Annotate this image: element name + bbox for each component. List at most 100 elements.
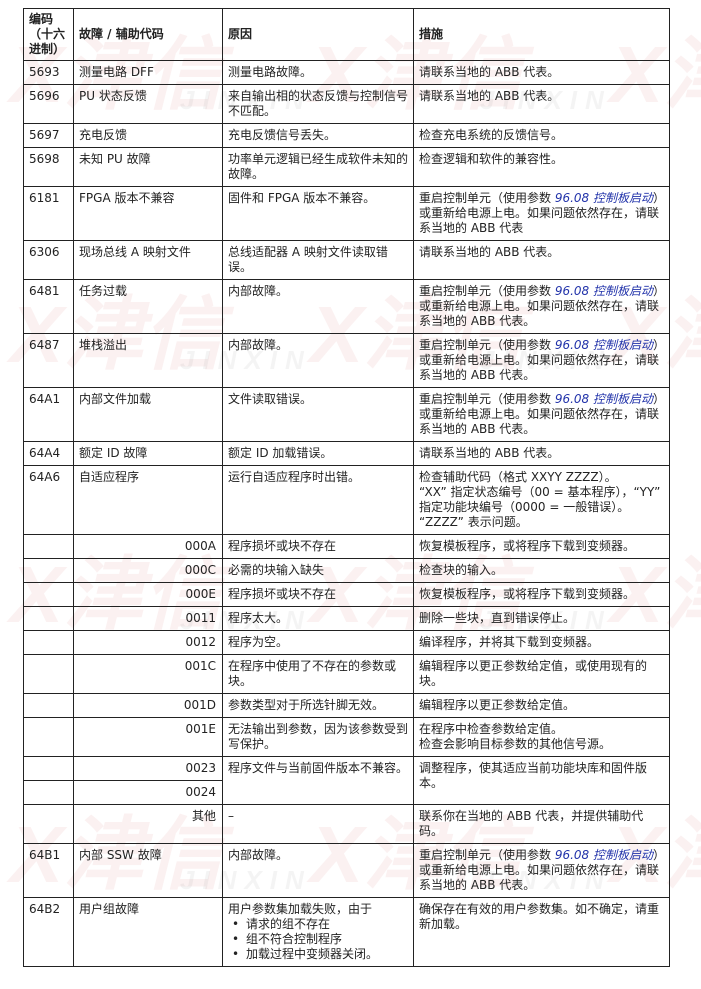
parameter-link[interactable]: 96.08 控制板启动 [554,338,653,352]
code-cell [23,582,74,607]
action-text: ）或重新给电源上电。如果问题依然存在，请联系当地的 ABB 代表。 [419,284,660,328]
parameter-link[interactable]: 96.08 控制板启动 [554,392,653,406]
cause-cell: 参数类型对于所选针脚无效。 [222,693,414,718]
table-row: 001C 在程序中使用了不存在的参数或块。 编辑程序以更正参数给定值，或使用现有的块… [23,654,670,694]
cause-cell: 内部故障。 [222,843,414,898]
code-cell: 64A1 [23,387,74,442]
fault-cell: 任务过载 [73,279,223,334]
parameter-link[interactable]: 96.08 控制板启动 [554,848,653,862]
cause-cell: 程序文件与当前固件版本不兼容。 [222,756,414,805]
cause-cell: 测量电路故障。 [222,60,414,85]
text-line: 检查会影响目标参数的其他信号源。 [419,737,612,751]
fault-cell: 未知 PU 故障 [73,147,223,187]
code-cell [23,558,74,583]
fault-cell: 用户组故障 [73,897,223,967]
aux-code-cell: 0012 [73,630,223,655]
code-cell: 6481 [23,279,74,334]
cause-text: 用户参数集加载失败，由于 [228,902,373,916]
aux-code-cell: 001D [73,693,223,718]
fault-cell: FPGA 版本不兼容 [73,186,223,241]
cause-cell: 固件和 FPGA 版本不兼容。 [222,186,414,241]
cause-cell: 来自输出相的状态反馈与控制信号不匹配。 [222,84,414,124]
header-action: 措施 [413,8,670,61]
table-row: 0023 程序文件与当前固件版本不兼容。 调整程序，使其适应当前功能块库和固件版本。 [23,756,670,805]
table-row: 64B1 内部 SSW 故障 内部故障。 重启控制单元（使用参数 96.08 控制板启… [23,843,670,898]
action-cell: 请联系当地的 ABB 代表。 [413,84,670,124]
table-row: 6487 堆栈溢出 内部故障。 重启控制单元（使用参数 96.08 控制板启动）或重新… [23,333,670,388]
table-row: 0024 [23,780,670,805]
cause-cell: 用户参数集加载失败，由于请求的组不存在组不符合控制程序加载过程中变频器关闭。 [222,897,414,967]
table-row: 其他 – 联系你在当地的 ABB 代表，并提供辅助代码。 [23,804,670,844]
fault-cell: 额定 ID 故障 [73,441,223,466]
action-cell: 检查逻辑和软件的兼容性。 [413,147,670,187]
table-row: 5697 充电反馈 充电反馈信号丢失。 检查充电系统的反馈信号。 [23,123,670,148]
table-row: 001D 参数类型对于所选针脚无效。 编辑程序以更正参数给定值。 [23,693,670,718]
table-row: 000E 程序损坏或块不存在 恢复模板程序，或将程序下载到变频器。 [23,582,670,607]
cause-cell: 运行自适应程序时出错。 [222,465,414,535]
action-cell: 检查块的输入。 [413,558,670,583]
table-row: 6181 FPGA 版本不兼容 固件和 FPGA 版本不兼容。 重启控制单元（使用参数… [23,186,670,241]
action-cell: 调整程序，使其适应当前功能块库和固件版本。 [413,756,670,805]
code-cell: 5697 [23,123,74,148]
code-cell: 5698 [23,147,74,187]
cause-cell: 文件读取错误。 [222,387,414,442]
code-cell: 64A4 [23,441,74,466]
code-cell: 6306 [23,240,74,280]
code-cell [23,756,74,781]
cause-cell: 程序损坏或块不存在 [222,582,414,607]
action-text: 重启控制单元（使用参数 [419,848,555,862]
header-cause: 原因 [222,8,414,61]
text-line: 在程序中检查参数给定值。 [419,722,564,736]
action-cell: 恢复模板程序，或将程序下载到变频器。 [413,534,670,559]
header-code: 编码（十六进制） [23,8,74,61]
cause-cell: 必需的块输入缺失 [222,558,414,583]
code-cell [23,654,74,694]
action-text: ）或重新给电源上电。如果问题依然存在，请联系当地的 ABB 代表。 [419,338,660,382]
table-header-row: 编码（十六进制） 故障 / 辅助代码 原因 措施 [23,8,670,61]
aux-code-cell: 001E [73,717,223,757]
code-cell [23,804,74,844]
aux-code-cell: 000C [73,558,223,583]
cause-cell: 程序损坏或块不存在 [222,534,414,559]
table-row: 000C 必需的块输入缺失 检查块的输入。 [23,558,670,583]
cause-cell: 总线适配器 A 映射文件读取错误。 [222,240,414,280]
table-row: 5693 测量电路 DFF 测量电路故障。 请联系当地的 ABB 代表。 [23,60,670,85]
action-cell: 重启控制单元（使用参数 96.08 控制板启动）或重新给电源上电。如果问题依然存… [413,279,670,334]
action-text: 重启控制单元（使用参数 [419,338,555,352]
cause-cell: 额定 ID 加载错误。 [222,441,414,466]
table-row: 001E 无法输出到参数，因为该参数受到写保护。 在程序中检查参数给定值。 检查会影响… [23,717,670,757]
parameter-link[interactable]: 96.08 控制板启动 [554,191,653,205]
code-cell: 64A6 [23,465,74,535]
text-line: 检查辅助代码（格式 XXYY ZZZZ）。 [419,470,617,484]
bullet-item: 加载过程中变频器关闭。 [228,947,408,962]
action-cell: 确保存在有效的用户参数集。如不确定，请重新加载。 [413,897,670,967]
fault-cell: 内部 SSW 故障 [73,843,223,898]
table-row: 6481 任务过载 内部故障。 重启控制单元（使用参数 96.08 控制板启动）或重新… [23,279,670,334]
code-cell: 6487 [23,333,74,388]
code-cell [23,780,74,805]
code-cell: 64B1 [23,843,74,898]
code-cell [23,534,74,559]
action-cell: 重启控制单元（使用参数 96.08 控制板启动）或重新给电源上电。如果问题依然存… [413,843,670,898]
action-cell: 编译程序，并将其下载到变频器。 [413,630,670,655]
cause-cell: 内部故障。 [222,279,414,334]
table-row: 64A1 内部文件加载 文件读取错误。 重启控制单元（使用参数 96.08 控制板启动… [23,387,670,442]
parameter-link[interactable]: 96.08 控制板启动 [554,284,653,298]
table-row: 0012 程序为空。 编译程序，并将其下载到变频器。 [23,630,670,655]
aux-code-cell: 0024 [73,780,223,805]
fault-cell: 内部文件加载 [73,387,223,442]
action-text: ）或重新给电源上电。如果问题依然存在，请联系当地的 ABB 代表 [419,191,660,235]
cause-cell: – [222,804,414,844]
action-cell: 删除一些块，直到错误停止。 [413,606,670,631]
action-cell: 重启控制单元（使用参数 96.08 控制板启动）或重新给电源上电。如果问题依然存… [413,333,670,388]
code-cell: 6181 [23,186,74,241]
fault-cell: 堆栈溢出 [73,333,223,388]
action-text: ）或重新给电源上电。如果问题依然存在，请联系当地的 ABB 代表。 [419,392,660,436]
action-cell: 编辑程序以更正参数给定值，或使用现有的块。 [413,654,670,694]
action-cell: 在程序中检查参数给定值。 检查会影响目标参数的其他信号源。 [413,717,670,757]
header-fault: 故障 / 辅助代码 [73,8,223,61]
action-text: ）或重新给电源上电。如果问题依然存在，请联系当地的 ABB 代表。 [419,848,660,892]
action-text: 重启控制单元（使用参数 [419,191,555,205]
table-row: 64A6 自适应程序 运行自适应程序时出错。 检查辅助代码（格式 XXYY ZZZZ）… [23,465,670,535]
action-text: 重启控制单元（使用参数 [419,284,555,298]
